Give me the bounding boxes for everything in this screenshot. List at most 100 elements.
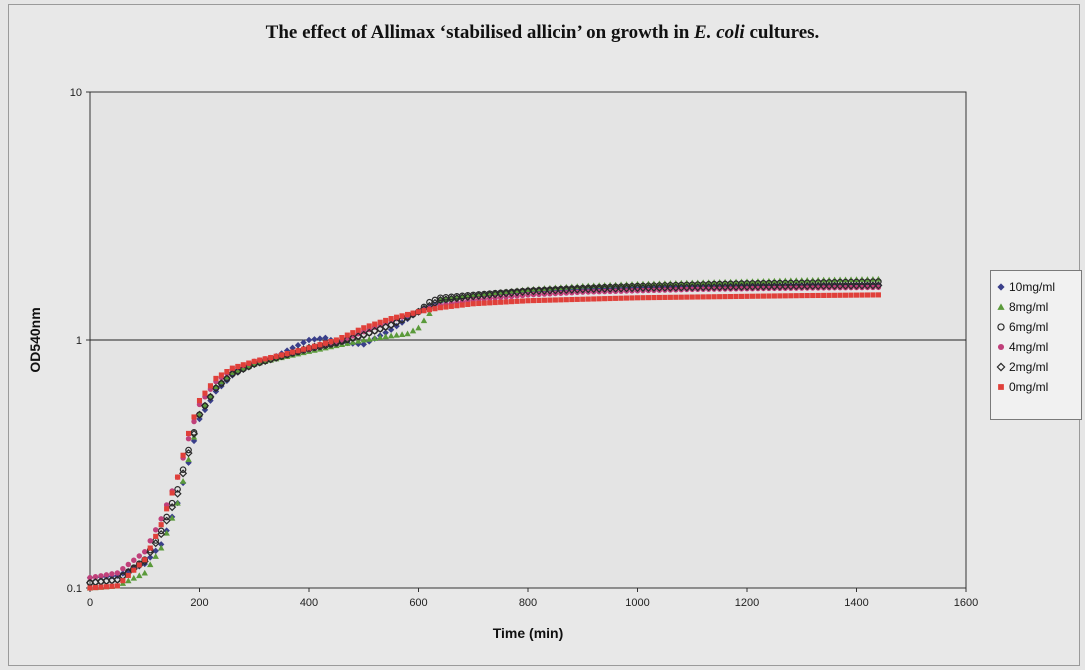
data-point — [289, 344, 296, 352]
data-point — [163, 513, 170, 521]
data-point — [726, 282, 735, 291]
data-point — [141, 569, 148, 576]
data-point — [711, 286, 717, 292]
data-point — [179, 466, 187, 473]
data-point — [437, 305, 443, 311]
data-point — [753, 282, 762, 291]
data-point — [853, 284, 860, 291]
data-point — [366, 323, 372, 329]
data-point — [487, 300, 493, 306]
data-point — [837, 284, 843, 291]
data-point — [841, 281, 850, 290]
data-point — [595, 284, 604, 294]
data-point — [398, 315, 407, 324]
data-point — [394, 314, 400, 320]
data-point — [660, 283, 669, 292]
data-point — [465, 301, 471, 307]
data-point — [863, 281, 872, 290]
data-point — [157, 541, 165, 548]
data-point — [667, 287, 674, 293]
data-point — [388, 316, 394, 322]
data-point — [810, 292, 816, 299]
data-point — [387, 332, 395, 339]
data-point — [454, 303, 460, 309]
data-point — [629, 295, 635, 301]
data-point — [826, 292, 832, 298]
data-point — [590, 285, 597, 293]
x-tick-label: 0 — [87, 597, 93, 609]
data-point — [251, 358, 257, 364]
data-point — [673, 287, 679, 293]
data-point — [700, 286, 706, 292]
data-point — [826, 285, 832, 291]
legend-item: 0mg/ml — [996, 377, 1081, 397]
data-point — [573, 285, 582, 294]
data-point — [623, 295, 630, 301]
data-point — [376, 334, 384, 341]
data-point — [825, 281, 834, 290]
data-point — [290, 349, 296, 355]
data-point — [360, 341, 367, 348]
data-point — [706, 294, 712, 300]
legend-marker-icon — [997, 303, 1005, 310]
data-point — [678, 294, 684, 300]
data-point — [848, 292, 854, 298]
data-point — [147, 538, 153, 544]
data-point — [704, 283, 713, 292]
data-point — [173, 489, 182, 498]
data-point — [398, 331, 406, 337]
data-point — [693, 283, 702, 292]
data-point — [710, 283, 719, 292]
data-point — [808, 281, 817, 291]
legend-item: 2mg/ml — [996, 357, 1081, 377]
data-point — [793, 285, 799, 291]
data-point — [651, 294, 657, 301]
data-point — [552, 297, 558, 303]
data-point — [185, 435, 192, 442]
data-point — [213, 375, 219, 381]
data-point — [333, 337, 339, 343]
chart-title-part: E. coli — [694, 22, 745, 43]
data-point — [699, 283, 708, 292]
data-point — [799, 285, 805, 291]
data-point — [430, 298, 439, 307]
data-point — [848, 284, 854, 291]
data-point — [98, 573, 104, 579]
data-point — [755, 293, 761, 299]
y-tick-label: 1 — [76, 335, 82, 347]
data-point — [109, 571, 115, 577]
legend-marker-icon — [997, 323, 1005, 331]
data-point — [842, 284, 849, 291]
data-point — [196, 415, 203, 423]
data-point — [218, 372, 224, 378]
data-point — [509, 299, 515, 305]
data-point — [589, 285, 598, 294]
data-point — [523, 287, 533, 296]
data-point — [246, 360, 252, 366]
data-point — [558, 297, 564, 303]
data-point — [175, 474, 181, 480]
data-point — [733, 293, 739, 300]
data-point — [868, 281, 877, 290]
data-point — [742, 282, 752, 291]
data-point — [737, 282, 746, 291]
data-point — [830, 281, 839, 290]
data-point — [540, 286, 549, 295]
data-point — [392, 318, 401, 327]
data-point — [448, 303, 454, 309]
y-axis-ticks: 0.1 1 10 — [67, 87, 90, 595]
data-point — [585, 296, 591, 302]
data-point — [831, 285, 838, 291]
data-point — [218, 378, 225, 385]
data-point — [381, 322, 390, 331]
data-point — [519, 298, 526, 304]
data-point — [859, 284, 865, 291]
data-point — [158, 516, 164, 522]
data-point — [782, 293, 788, 299]
data-point — [131, 567, 137, 573]
data-point — [344, 332, 350, 338]
data-point — [749, 293, 756, 299]
x-tick-label: 1400 — [844, 597, 868, 609]
data-point — [821, 292, 827, 298]
data-point — [567, 285, 576, 294]
